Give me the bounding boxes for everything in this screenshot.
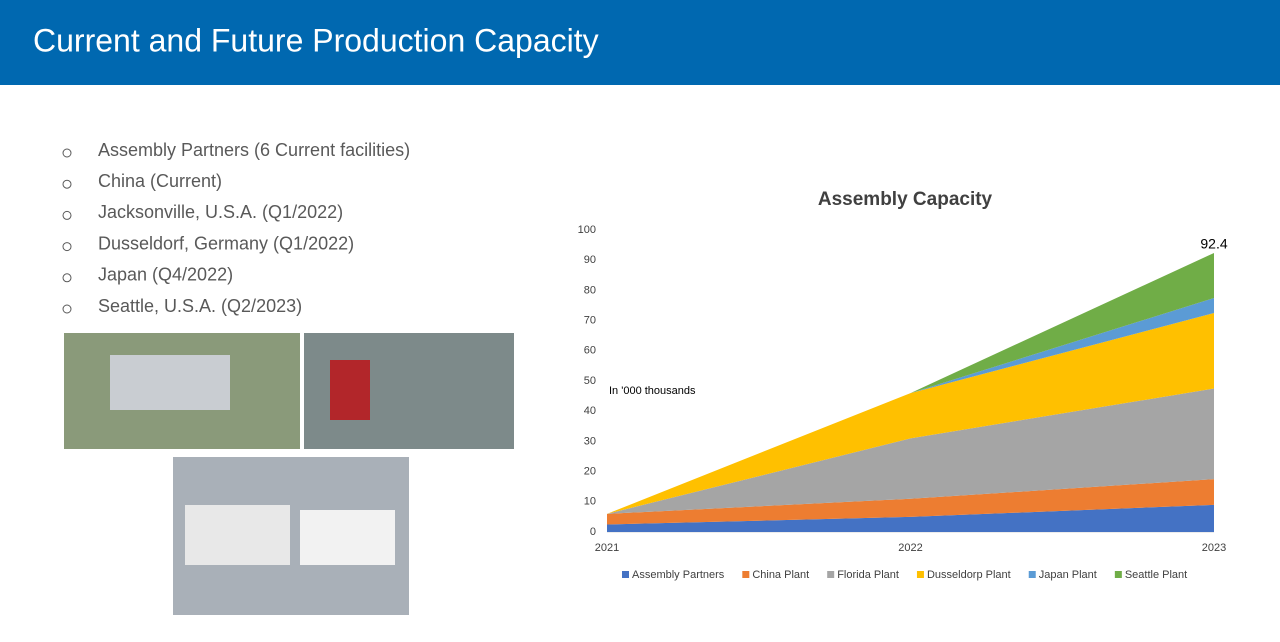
photo-detail — [300, 510, 395, 565]
slide-title: Current and Future Production Capacity — [33, 22, 599, 58]
y-tick-label: 80 — [584, 284, 596, 296]
bullet-text: Seattle, U.S.A. (Q2/2023) — [98, 296, 302, 316]
bullet-marker — [62, 273, 72, 283]
y-tick-label: 60 — [584, 345, 596, 357]
area — [607, 297, 1214, 514]
x-tick-label: 2023 — [1202, 542, 1226, 554]
header-bar — [0, 0, 1280, 85]
legend-label: Seattle Plant — [1125, 569, 1187, 581]
legend-label: Florida Plant — [837, 569, 899, 581]
bullet-marker — [62, 304, 72, 314]
photo-detail — [330, 360, 370, 420]
bullet-marker — [62, 210, 72, 220]
photo-detail — [110, 355, 230, 410]
y-tick-label: 40 — [584, 405, 596, 417]
x-tick-label: 2021 — [595, 542, 619, 554]
legend-label: Assembly Partners — [632, 569, 725, 581]
area — [607, 479, 1214, 525]
total-label: 92.4 — [1200, 236, 1227, 252]
y-tick-label: 90 — [584, 254, 596, 266]
bullet-text: Jacksonville, U.S.A. (Q1/2022) — [98, 202, 343, 222]
y-tick-label: 70 — [584, 315, 596, 327]
bullet-marker — [62, 179, 72, 189]
y-tick-label: 20 — [584, 466, 596, 478]
legend-swatch — [916, 571, 924, 578]
bullet-text: Japan (Q4/2022) — [98, 265, 233, 285]
legend-label: China Plant — [752, 569, 809, 581]
x-tick-label: 2022 — [898, 542, 922, 554]
legend-swatch — [827, 571, 835, 578]
bullet-marker — [62, 148, 72, 158]
legend-label: Dusseldorp Plant — [927, 569, 1011, 581]
legend-swatch — [1114, 571, 1122, 578]
bullet-text: Assembly Partners (6 Current facilities) — [98, 140, 410, 160]
legend-swatch — [1028, 571, 1036, 578]
bullet-text: Dusseldorf, Germany (Q1/2022) — [98, 233, 354, 253]
bullet-marker — [62, 242, 72, 252]
y-tick-label: 0 — [590, 526, 596, 538]
y-tick-label: 30 — [584, 435, 596, 447]
legend-swatch — [622, 571, 629, 578]
area — [607, 504, 1214, 532]
legend-label: Japan Plant — [1039, 569, 1097, 581]
unit-note: In '000 thousands — [609, 385, 696, 397]
y-tick-label: 100 — [578, 224, 596, 236]
bullet-text: China (Current) — [98, 171, 222, 191]
photo-detail — [185, 505, 290, 565]
y-tick-label: 50 — [584, 375, 596, 387]
y-tick-label: 10 — [584, 496, 596, 508]
legend-swatch — [742, 571, 750, 578]
area — [607, 313, 1214, 514]
chart-title: Assembly Capacity — [818, 189, 993, 210]
photos — [64, 333, 514, 615]
area — [607, 388, 1214, 514]
